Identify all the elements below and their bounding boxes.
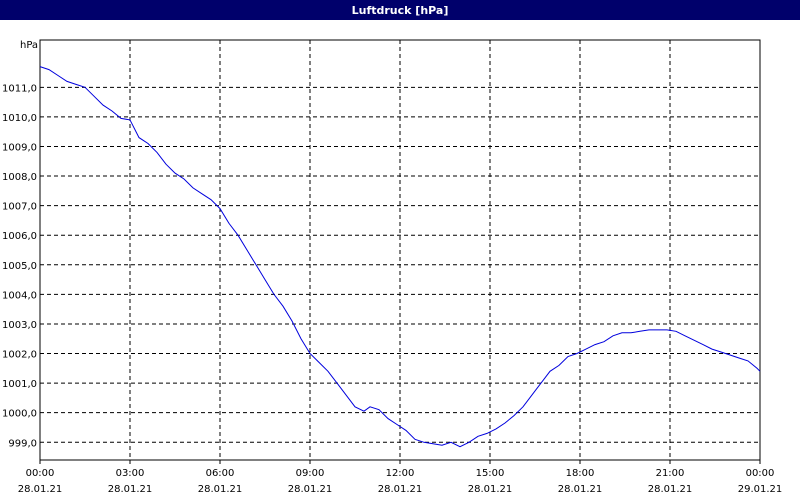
x-tick-date: 28.01.21 [288,484,333,495]
x-tick-date: 28.01.21 [648,484,693,495]
y-tick-label: 999,0 [8,438,37,449]
y-tick-labels: 999,0 1000,0 1001,0 1002,0 1003,0 1004,0 1005,… [2,83,37,449]
y-tick-label: 1004,0 [2,290,37,301]
y-tick-label: 1001,0 [2,379,37,390]
x-tick-labels: 00:00 28.01.21 03:00 28.01.21 06:00 28.01.21 0… [18,468,783,495]
grid-layer [39,40,761,464]
y-axis-unit-label: hPa [20,40,38,51]
x-tick-date: 29.01.21 [738,484,783,495]
pressure-series-line [39,66,761,448]
x-tick-time: 12:00 [386,468,415,479]
y-tick-label: 1009,0 [2,142,37,153]
y-tick-label: 1008,0 [2,172,37,183]
pressure-chart: 999,0 1000,0 1001,0 1002,0 1003,0 1004,0 1005,… [2,39,783,495]
x-tick-time: 06:00 [206,468,235,479]
y-tick-label: 1005,0 [2,261,37,272]
x-tick-date: 28.01.21 [468,484,513,495]
y-tick-label: 1006,0 [2,231,37,242]
plot-frame [39,39,761,461]
y-tick-label: 1000,0 [2,409,37,420]
x-tick-date: 28.01.21 [108,484,153,495]
x-tick-time: 21:00 [656,468,685,479]
x-tick-time: 03:00 [116,468,145,479]
y-tick-label: 1010,0 [2,113,37,124]
y-tick-label: 1007,0 [2,202,37,213]
x-tick-time: 09:00 [296,468,325,479]
x-tick-date: 28.01.21 [558,484,603,495]
y-tick-label: 1011,0 [2,83,37,94]
x-tick-date: 28.01.21 [18,484,63,495]
x-tick-time: 00:00 [26,468,55,479]
x-tick-date: 28.01.21 [378,484,423,495]
y-tick-label: 1003,0 [2,320,37,331]
y-tick-label: 1002,0 [2,350,37,361]
x-tick-time: 00:00 [746,468,775,479]
x-tick-time: 18:00 [566,468,595,479]
chart-title: Luftdruck [hPa] [0,0,800,20]
x-tick-date: 28.01.21 [198,484,243,495]
x-tick-time: 15:00 [476,468,505,479]
series-layer [39,66,761,448]
